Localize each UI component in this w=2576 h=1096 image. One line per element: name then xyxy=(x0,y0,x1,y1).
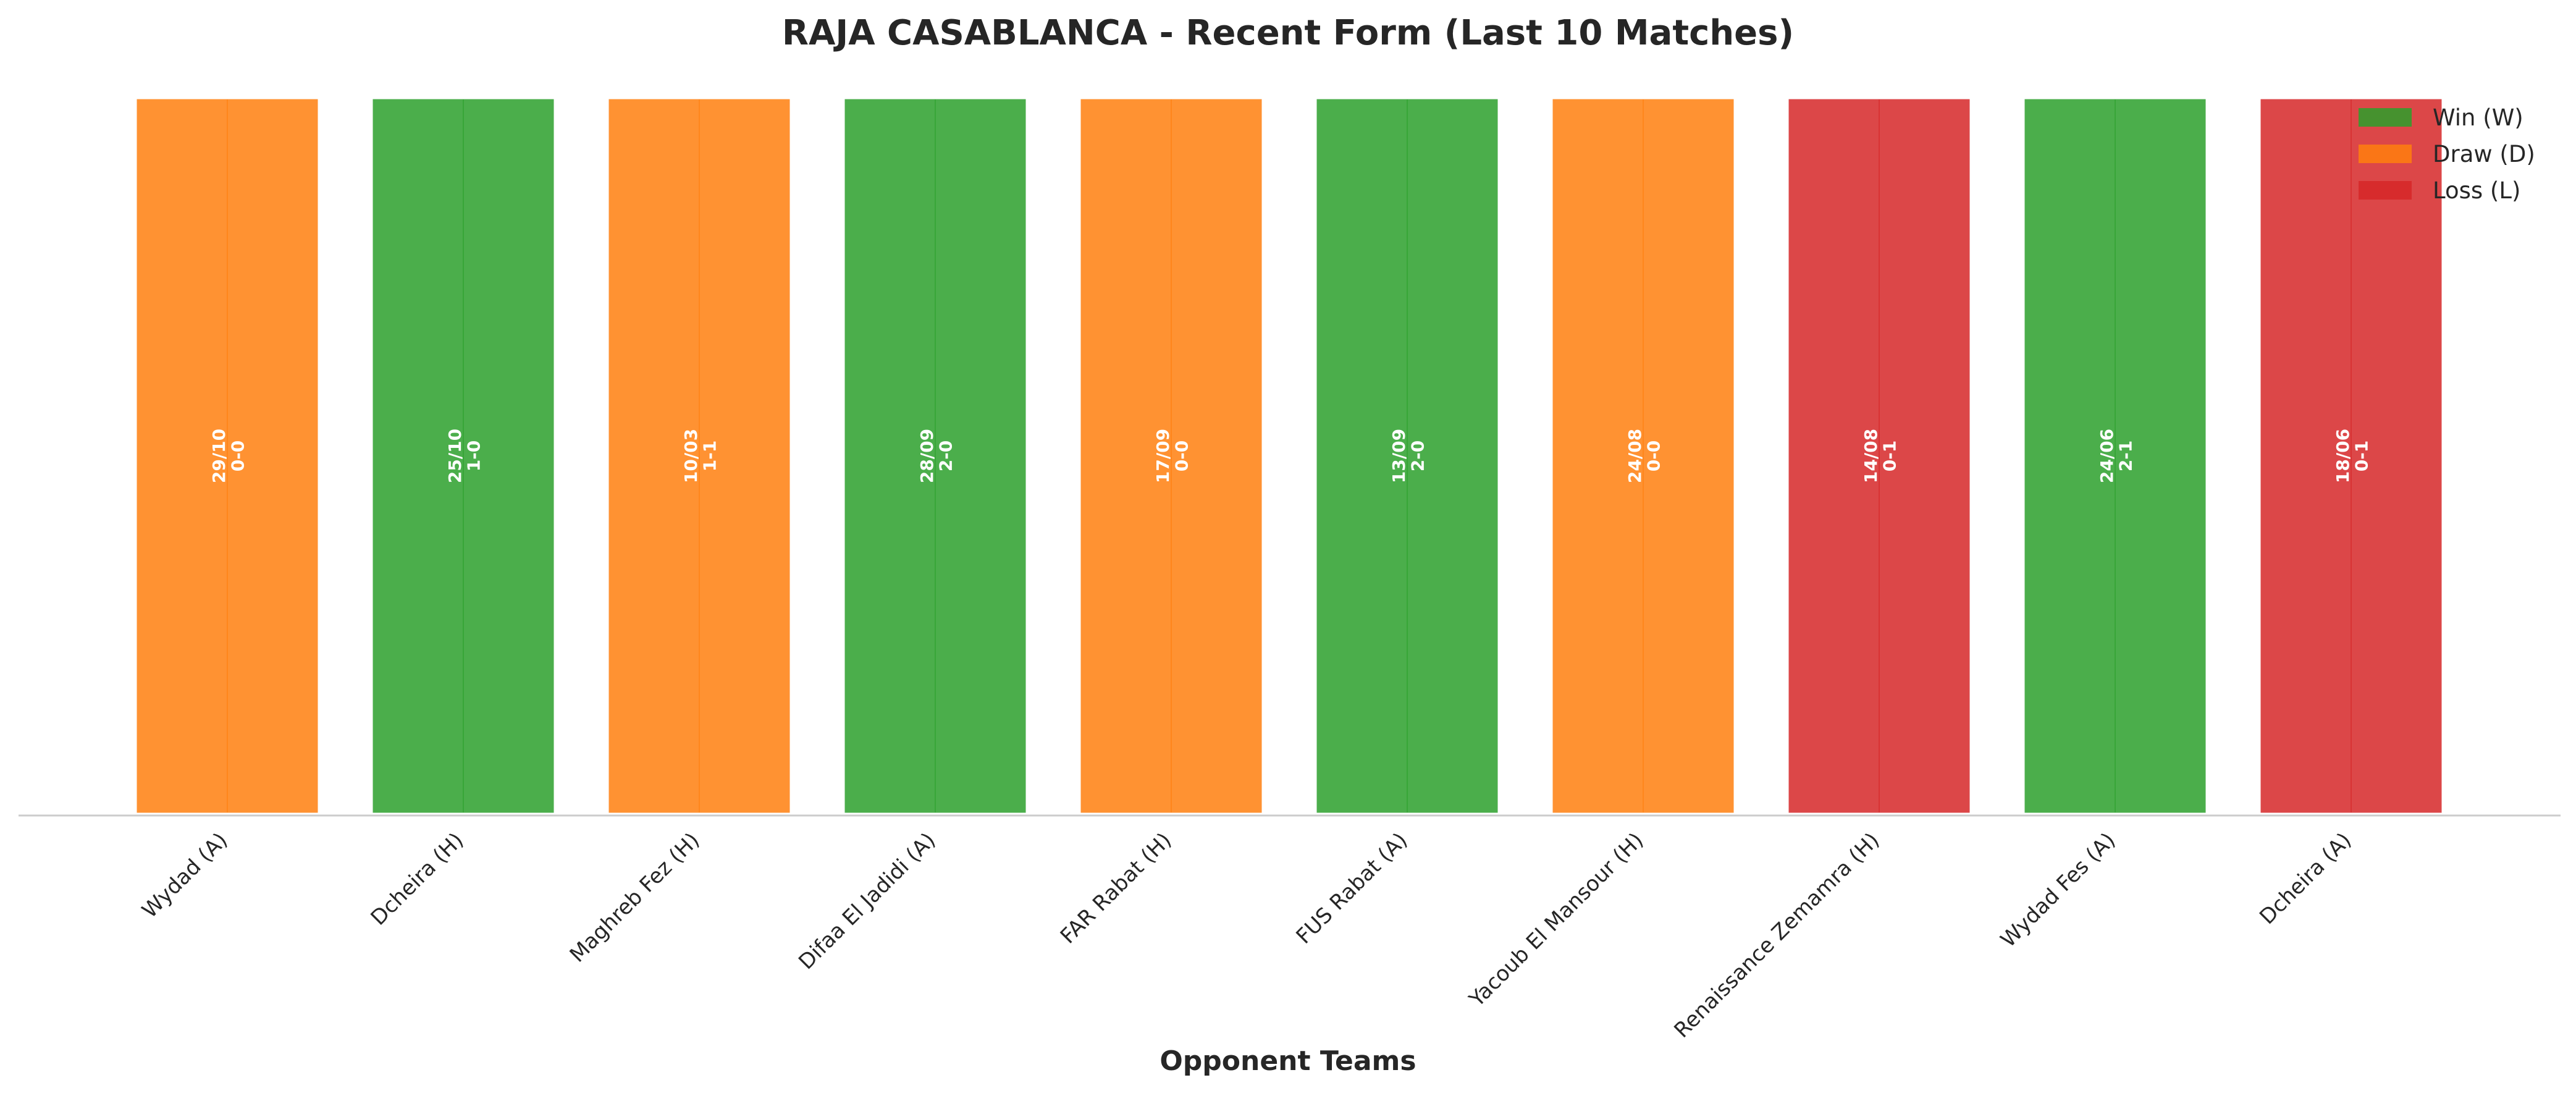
match-date: 24/06 xyxy=(2097,429,2117,483)
match-score: 2-0 xyxy=(1408,441,1428,472)
x-tick-label: Dcheira (H) xyxy=(366,828,469,930)
x-tick-label: Wydad (A) xyxy=(137,828,232,923)
match-score: 0-1 xyxy=(1880,441,1900,472)
x-tick-label: Renaissance Zemamra (H) xyxy=(1669,828,1884,1043)
bar-data-label: 28/092-0 xyxy=(917,429,956,483)
match-date: 14/08 xyxy=(1861,429,1881,483)
bars-layer: 29/100-0 25/101-0 10/031-1 28/092-0 17/090-0… xyxy=(133,96,2445,816)
legend-label: Draw (D) xyxy=(2433,141,2535,167)
bar-data-label: 24/062-1 xyxy=(2097,429,2136,483)
match-date: 13/09 xyxy=(1389,429,1409,483)
match-date: 18/06 xyxy=(2333,429,2353,483)
bar-data-label: 25/101-0 xyxy=(445,429,484,483)
bar-data-label: 17/090-0 xyxy=(1153,429,1192,483)
legend-swatch-w xyxy=(2359,108,2412,127)
match-date: 10/03 xyxy=(681,429,701,483)
x-tick-labels: Wydad (A) Dcheira (H) Maghreb Fez (H) Difaa… xyxy=(137,828,2356,1043)
legend-swatch-d xyxy=(2359,145,2412,163)
legend-label: Loss (L) xyxy=(2433,177,2520,204)
x-tick-label: Maghreb Fez (H) xyxy=(565,828,705,967)
bar-data-label: 24/080-0 xyxy=(1625,429,1664,483)
x-tick-label: Wydad Fes (A) xyxy=(1996,828,2120,952)
legend-label: Win (W) xyxy=(2433,104,2523,131)
match-date: 28/09 xyxy=(917,429,937,483)
match-score: 2-1 xyxy=(2116,441,2136,472)
match-score: 0-1 xyxy=(2352,441,2372,472)
bar-data-label: 10/031-1 xyxy=(681,429,720,483)
legend-swatch-l xyxy=(2359,181,2412,200)
x-tick-label: Yacoub El Mansour (H) xyxy=(1464,828,1648,1012)
match-date: 24/08 xyxy=(1625,429,1645,483)
bar-data-label: 29/100-0 xyxy=(209,429,248,483)
match-score: 2-0 xyxy=(936,441,956,472)
match-score: 0-0 xyxy=(1172,441,1192,472)
x-tick-label: FAR Rabat (H) xyxy=(1056,828,1177,949)
x-tick-label: Difaa El Jadidi (A) xyxy=(794,828,940,974)
bar-data-label: 13/092-0 xyxy=(1389,429,1428,483)
match-date: 29/10 xyxy=(209,429,229,483)
x-tick-label: FUS Rabat (A) xyxy=(1292,828,1413,949)
bar-data-label: 14/080-1 xyxy=(1861,429,1900,483)
match-date: 25/10 xyxy=(445,429,465,483)
match-score: 1-0 xyxy=(464,441,484,472)
chart-title: RAJA CASABLANCA - Recent Form (Last 10 M… xyxy=(782,13,1794,53)
legend: Win (W) Draw (D) Loss (L) xyxy=(2359,104,2535,204)
x-tick-label: Dcheira (A) xyxy=(2255,828,2356,929)
match-score: 0-0 xyxy=(228,441,248,472)
bar-data-label: 18/060-1 xyxy=(2333,429,2372,483)
match-date: 17/09 xyxy=(1153,429,1173,483)
match-score: 1-1 xyxy=(700,441,720,472)
match-score: 0-0 xyxy=(1644,441,1664,472)
x-axis-label: Opponent Teams xyxy=(1160,1045,1416,1077)
